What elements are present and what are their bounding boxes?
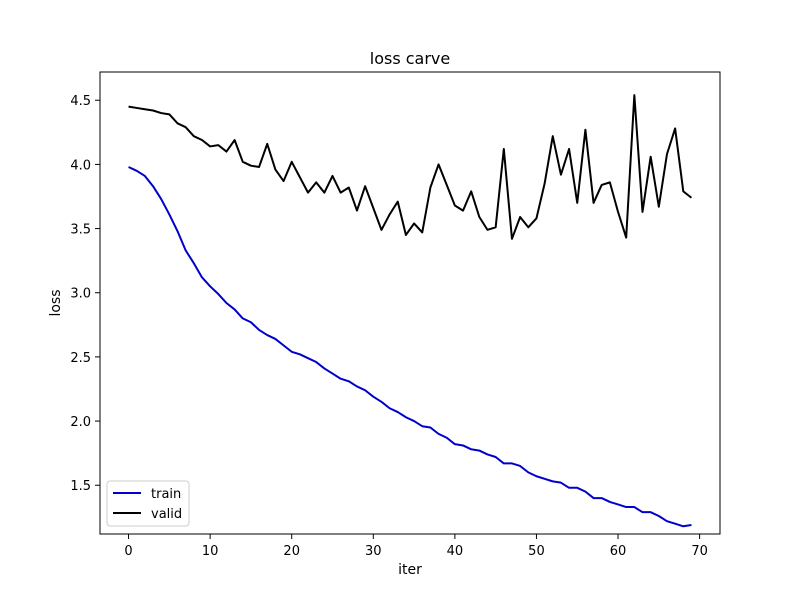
series-layer (128, 94, 693, 528)
y-tick-label: 4.0 (70, 158, 91, 173)
y-tick-label: 3.0 (70, 287, 91, 302)
x-axis-label: iter (398, 562, 422, 578)
x-tick-label: 30 (365, 544, 382, 559)
x-tick-label: 50 (528, 544, 545, 559)
series-line-train (128, 166, 692, 528)
x-tick-label: 40 (447, 544, 464, 559)
x-tick-label: 20 (283, 544, 300, 559)
y-tick-label: 1.5 (70, 479, 91, 494)
y-tick-label: 2.0 (70, 415, 91, 430)
x-tick-label: 0 (124, 544, 132, 559)
y-axis-ticks: 1.5 2.0 2.5 3.0 3.5 4.0 4.5 (70, 94, 100, 494)
x-axis-ticks: 0 10 20 30 40 50 60 70 (124, 534, 708, 559)
chart-title: loss carve (370, 49, 450, 68)
x-tick-label: 70 (691, 544, 708, 559)
y-tick-label: 3.5 (70, 223, 91, 238)
series-line-valid (128, 94, 693, 240)
y-tick-label: 4.5 (70, 94, 91, 109)
legend-label-train: train (151, 487, 181, 502)
y-axis-label: loss (48, 289, 64, 316)
legend: train valid (106, 480, 190, 527)
x-tick-label: 10 (202, 544, 219, 559)
y-tick-label: 2.5 (70, 351, 91, 366)
x-tick-label: 60 (610, 544, 627, 559)
plot-frame (99, 71, 721, 535)
legend-label-valid: valid (151, 507, 182, 522)
